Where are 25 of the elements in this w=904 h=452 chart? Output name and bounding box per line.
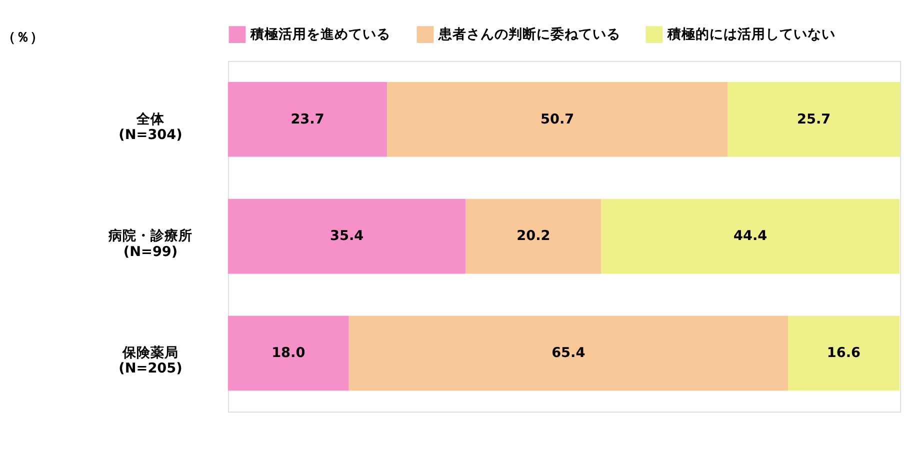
data-label: 35.4	[330, 228, 364, 244]
bar	[228, 316, 349, 391]
y-tick-label: 病院・診療所 (N=99)	[108, 227, 193, 260]
data-label: 65.4	[552, 345, 586, 362]
bar	[728, 82, 900, 157]
legend-label: 積極活用を進めている	[249, 26, 390, 42]
bar	[466, 198, 602, 274]
bar	[228, 198, 466, 274]
bar	[601, 198, 900, 274]
y-tick-label: 保険薬局 (N=205)	[118, 345, 182, 377]
y-tick-label: 全体 (N=304)	[118, 111, 182, 143]
legend-label: 積極的には活用していない	[666, 26, 836, 42]
data-label: 20.2	[516, 228, 550, 244]
data-label: 44.4	[734, 228, 768, 244]
data-label: 25.7	[797, 111, 831, 128]
data-label: 50.7	[540, 111, 574, 128]
data-label: 16.6	[826, 345, 861, 362]
data-label: 23.7	[290, 111, 324, 128]
legend-label: 患者さんの判断に委ねている	[437, 25, 620, 42]
bar	[228, 82, 388, 157]
bar	[348, 316, 788, 391]
text: （％）	[2, 29, 44, 46]
bar	[788, 316, 900, 391]
bar	[387, 82, 728, 157]
data-label: 18.0	[272, 345, 306, 362]
